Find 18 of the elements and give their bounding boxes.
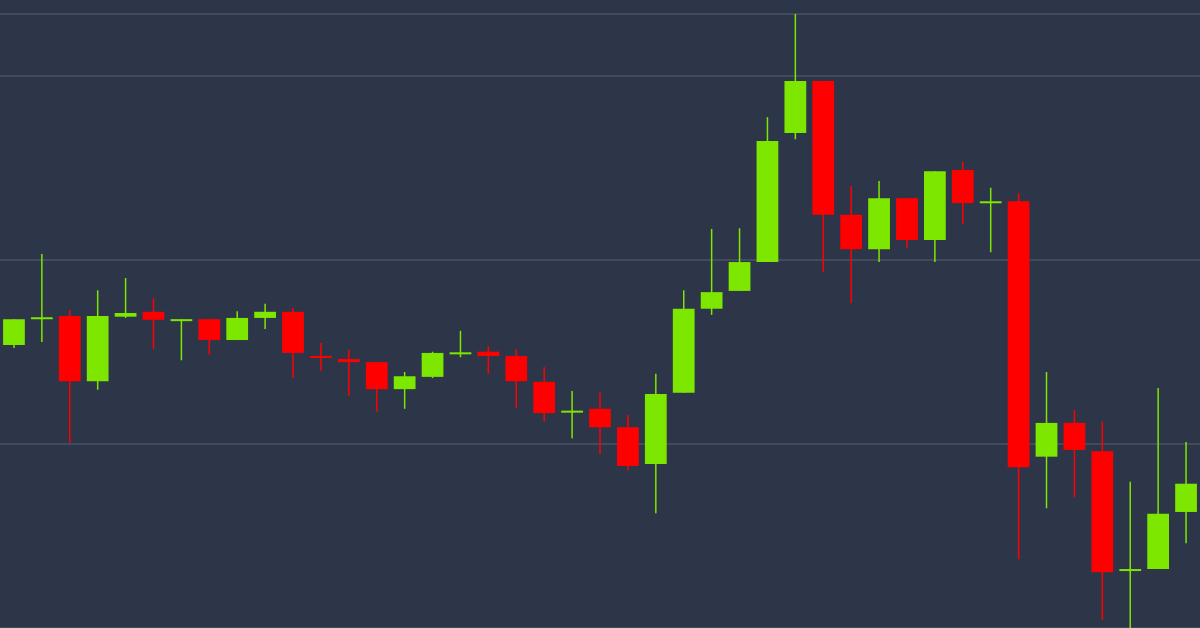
candlestick bbox=[589, 391, 611, 455]
candlestick bbox=[477, 345, 500, 375]
candlestick bbox=[449, 330, 472, 358]
candlestick bbox=[421, 350, 444, 379]
candlestick bbox=[170, 318, 193, 362]
candlestick bbox=[337, 349, 360, 397]
candlestick bbox=[30, 253, 53, 343]
candlestick bbox=[700, 228, 723, 316]
candlestick bbox=[1119, 481, 1142, 628]
candlestick bbox=[198, 318, 221, 356]
candlestick bbox=[226, 310, 249, 341]
candlestick bbox=[114, 277, 137, 319]
candlestick bbox=[561, 390, 583, 440]
candlestick bbox=[142, 297, 165, 350]
candlestick bbox=[979, 187, 1002, 253]
candlestick bbox=[310, 342, 332, 372]
candlestick bbox=[254, 303, 276, 330]
candlestick bbox=[393, 371, 416, 410]
